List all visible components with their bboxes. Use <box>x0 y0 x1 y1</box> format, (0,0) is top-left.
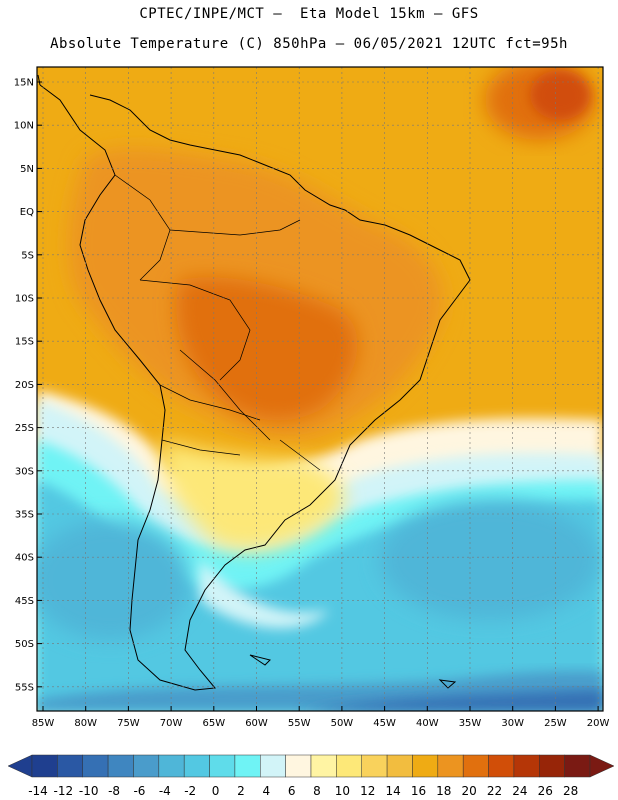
lat-label: 35S <box>15 510 34 521</box>
colorbar-swatch <box>158 754 185 778</box>
colorbar <box>7 754 615 778</box>
colorbar-label: 24 <box>512 784 527 798</box>
colorbar-swatch <box>31 754 58 778</box>
lon-label: 20W <box>587 718 610 729</box>
lat-label: 25S <box>15 423 34 434</box>
colorbar-swatch <box>539 754 565 778</box>
lon-label: 30W <box>501 718 524 729</box>
latitude-labels: 15N 10N 5N EQ 5S 10S 15S 20S 25S 30S 35S 40S 45S 50S 5… <box>14 78 42 693</box>
colorbar-labels: -14 -12 -10 -8 -6 -4 -2 0 2 4 6 8 10 12 14 16 18 20 22 24 26… <box>28 784 578 798</box>
country-borders <box>114 174 321 471</box>
colorbar-swatch <box>462 754 489 778</box>
colorbar-label: 18 <box>436 784 451 798</box>
lat-label: 40S <box>15 553 34 564</box>
colorbar-label: -10 <box>79 784 99 798</box>
colorbar-swatch <box>183 754 210 778</box>
lat-label: 5S <box>21 250 34 261</box>
colorbar-label: 16 <box>411 784 426 798</box>
colorbar-swatch <box>285 754 312 778</box>
lat-lon-grid <box>37 67 603 711</box>
lat-label: 10S <box>15 294 34 305</box>
lat-label: EQ <box>20 207 34 218</box>
colorbar-label: 2 <box>237 784 245 798</box>
colorbar-swatch <box>564 754 591 778</box>
map-frame <box>36 66 604 712</box>
lat-label: 50S <box>15 639 34 650</box>
lat-label: 15S <box>15 337 34 348</box>
colorbar-label: -6 <box>133 784 145 798</box>
colorbar-arrow-right <box>589 754 615 778</box>
lat-label: 45S <box>15 596 34 607</box>
lon-label: 60W <box>245 718 268 729</box>
lon-label: 45W <box>373 718 396 729</box>
map-title-line-1: CPTEC/INPE/MCT – Eta Model 15km – GFS <box>139 6 479 22</box>
coastline <box>37 74 471 691</box>
colorbar-label: 22 <box>487 784 502 798</box>
colorbar-label: -2 <box>184 784 196 798</box>
colorbar-swatch <box>412 754 439 778</box>
colorbar-swatch <box>82 754 109 778</box>
lat-label: 55S <box>15 682 34 693</box>
colorbar-label: -4 <box>159 784 171 798</box>
colorbar-label: 12 <box>360 784 375 798</box>
colorbar-label: 10 <box>335 784 350 798</box>
lon-label: 25W <box>544 718 567 729</box>
colorbar-swatch <box>513 754 540 778</box>
lat-label: 5N <box>20 164 34 175</box>
colorbar-label: 0 <box>212 784 220 798</box>
colorbar-label: 26 <box>538 784 553 798</box>
lon-label: 85W <box>32 718 55 729</box>
colorbar-swatch <box>57 754 83 778</box>
lon-label: 50W <box>331 718 354 729</box>
colorbar-swatch <box>260 754 286 778</box>
colorbar-label: -14 <box>28 784 48 798</box>
lat-label: 20S <box>15 380 34 391</box>
lon-label: 75W <box>117 718 140 729</box>
lon-label: 80W <box>74 718 97 729</box>
colorbar-label: 14 <box>385 784 400 798</box>
lon-label: 65W <box>202 718 225 729</box>
colorbar-label: 20 <box>462 784 477 798</box>
colorbar-label: 28 <box>563 784 578 798</box>
lon-label: 70W <box>160 718 183 729</box>
lon-label: 40W <box>416 718 439 729</box>
lat-label: 10N <box>14 121 34 132</box>
colorbar-arrow-left <box>7 754 33 778</box>
colorbar-swatch <box>234 754 261 778</box>
longitude-labels: 85W 80W 75W 70W 65W 60W 55W 50W 45W 40W 35W 30W 25W 2… <box>32 706 610 729</box>
colorbar-swatch <box>386 754 413 778</box>
map-title-line-2: Absolute Temperature (C) 850hPa – 06/05/… <box>50 36 568 52</box>
lat-label: 30S <box>15 466 34 477</box>
colorbar-swatch <box>336 754 362 778</box>
colorbar-label: 6 <box>288 784 296 798</box>
colorbar-swatch <box>361 754 388 778</box>
colorbar-label: -8 <box>108 784 120 798</box>
temperature-field <box>37 67 603 711</box>
colorbar-label: 8 <box>313 784 321 798</box>
colorbar-label: -12 <box>54 784 74 798</box>
lon-label: 55W <box>288 718 311 729</box>
colorbar-swatch <box>488 754 515 778</box>
colorbar-swatch <box>133 754 160 778</box>
colorbar-swatch <box>437 754 464 778</box>
colorbar-swatch <box>310 754 337 778</box>
lat-label: 15N <box>14 78 34 89</box>
colorbar-label: 4 <box>262 784 270 798</box>
colorbar-swatch <box>209 754 236 778</box>
lon-label: 35W <box>459 718 482 729</box>
colorbar-swatch <box>107 754 134 778</box>
